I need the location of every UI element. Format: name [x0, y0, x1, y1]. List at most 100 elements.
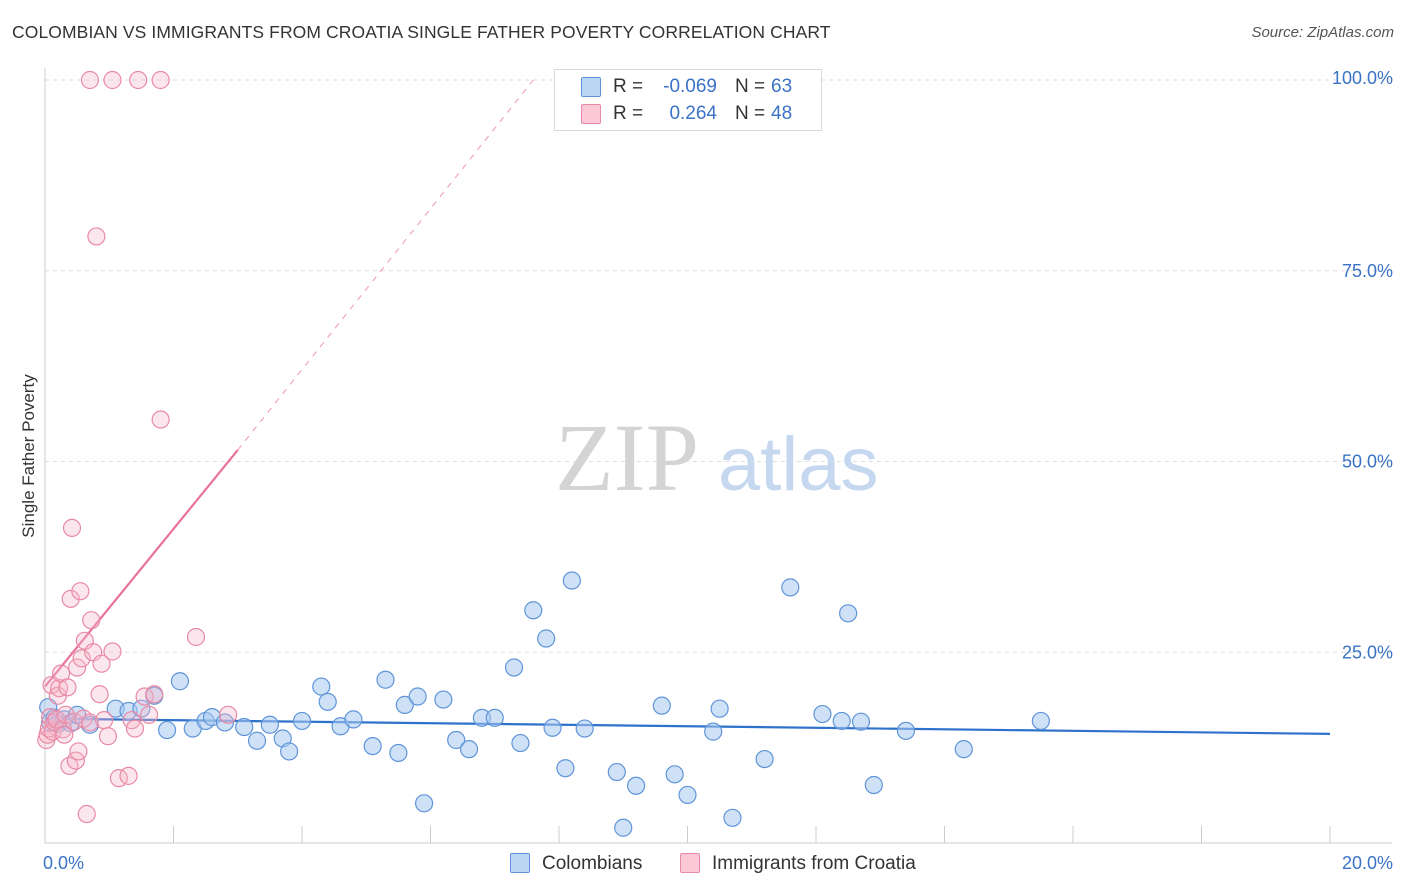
data-point-blue — [524, 601, 543, 620]
legend-row-croatia: R = 0.264 N = 48 — [555, 101, 821, 129]
data-point-blue — [235, 717, 254, 737]
data-point-pink — [87, 227, 106, 246]
data-point-blue — [723, 808, 742, 827]
data-point-blue — [434, 690, 453, 709]
data-point-blue — [575, 719, 594, 738]
data-point-pink — [47, 710, 66, 729]
y-axis-title: Single Father Poverty — [19, 374, 38, 538]
data-point-pink — [77, 804, 96, 824]
grid-layer — [45, 79, 1392, 653]
data-point-pink — [139, 705, 159, 724]
data-point-blue — [170, 672, 190, 691]
legend-n-value: 63 — [771, 76, 793, 97]
legend-r-label: R = — [613, 76, 644, 97]
data-point-blue — [832, 711, 851, 731]
data-point-pink — [119, 766, 138, 785]
legend-swatch-blue — [581, 77, 601, 97]
data-point-pink — [68, 658, 87, 677]
y-tick-label: 50.0% — [1342, 452, 1393, 472]
data-point-blue — [318, 692, 337, 711]
data-point-blue — [626, 776, 646, 795]
chart-source: Source: ZipAtlas.com — [1251, 24, 1394, 41]
bottom-legend-swatch-pink — [680, 853, 700, 873]
legend-n-label: N = — [735, 103, 766, 124]
data-point-blue — [344, 710, 363, 729]
data-point-blue — [447, 730, 466, 750]
data-point-pink — [90, 685, 109, 704]
data-point-pink — [151, 410, 170, 429]
data-point-pink — [92, 654, 111, 673]
trend-layer — [44, 79, 1331, 735]
data-point-blue — [312, 677, 331, 696]
data-point-pink — [58, 678, 77, 697]
x-tick-label: 20.0% — [1342, 853, 1393, 873]
data-point-blue — [839, 604, 858, 623]
data-point-blue — [389, 743, 408, 763]
data-point-blue — [414, 794, 434, 813]
x-tick-label: 0.0% — [43, 853, 84, 873]
data-point-pink — [80, 713, 100, 732]
data-point-pink — [129, 70, 148, 90]
legend-n-value: 48 — [771, 103, 793, 124]
data-point-blue — [1031, 711, 1050, 731]
trend-line-blue — [44, 717, 1331, 735]
data-point-blue — [704, 722, 723, 741]
chart-title: COLOMBIAN VS IMMIGRANTS FROM CROATIA SIN… — [12, 22, 831, 42]
data-point-blue — [485, 708, 504, 727]
data-point-blue — [652, 696, 671, 715]
data-point-blue — [292, 711, 312, 731]
watermark: ZIP atlas — [555, 404, 879, 511]
correlation-legend: R = -0.069 N = 63 R = 0.264 N = 48 — [554, 69, 822, 131]
bottom-legend-swatch-blue — [510, 853, 530, 873]
data-point-pink — [98, 727, 118, 746]
data-point-blue — [813, 704, 832, 724]
data-point-blue — [511, 733, 530, 753]
data-point-blue — [260, 715, 279, 734]
data-point-pink — [103, 642, 122, 661]
data-point-pink — [219, 705, 238, 724]
data-point-blue — [537, 629, 556, 648]
data-point-blue — [280, 742, 299, 761]
legend-r-value: -0.069 — [663, 76, 717, 97]
y-tick-label: 75.0% — [1342, 261, 1393, 281]
data-point-pink — [151, 70, 170, 90]
data-point-pink — [62, 518, 82, 537]
bottom-legend-label: Colombians — [542, 853, 643, 874]
y-tick-label: 25.0% — [1342, 642, 1393, 662]
data-point-blue — [556, 759, 575, 778]
points-layer — [37, 70, 1050, 837]
data-point-pink — [95, 711, 114, 730]
data-point-blue — [395, 695, 414, 714]
y-tick-label: 100.0% — [1332, 68, 1393, 88]
data-point-pink — [71, 582, 90, 601]
legend-r-label: R = — [613, 103, 644, 124]
data-point-blue — [665, 765, 684, 784]
legend-r-value: 0.264 — [669, 103, 717, 124]
data-point-blue — [363, 736, 382, 756]
data-point-pink — [145, 685, 164, 704]
data-point-blue — [614, 818, 633, 837]
legend-n-label: N = — [735, 76, 766, 97]
data-point-pink — [186, 627, 206, 647]
data-point-blue — [678, 785, 697, 805]
data-point-pink — [55, 725, 74, 744]
data-point-blue — [954, 740, 973, 759]
data-point-blue — [710, 699, 729, 718]
data-point-pink — [61, 589, 80, 608]
data-point-blue — [607, 762, 626, 782]
bottom-legend-label: Immigrants from Croatia — [712, 853, 916, 874]
data-point-pink — [82, 611, 101, 630]
label-layer: 25.0% 50.0% 75.0% 100.0% 0.0% 20.0% — [43, 68, 1393, 873]
trend-line-pink — [44, 449, 239, 688]
watermark-atlas: atlas — [718, 422, 879, 507]
data-point-blue — [851, 712, 871, 731]
data-point-pink — [80, 70, 100, 90]
data-point-blue — [781, 578, 800, 597]
data-point-blue — [543, 718, 562, 737]
data-point-pink — [72, 649, 91, 668]
legend-row-colombians: R = -0.069 N = 63 — [555, 74, 821, 102]
watermark-zip: ZIP — [555, 404, 699, 511]
data-point-blue — [247, 731, 267, 750]
data-point-blue — [755, 749, 774, 769]
